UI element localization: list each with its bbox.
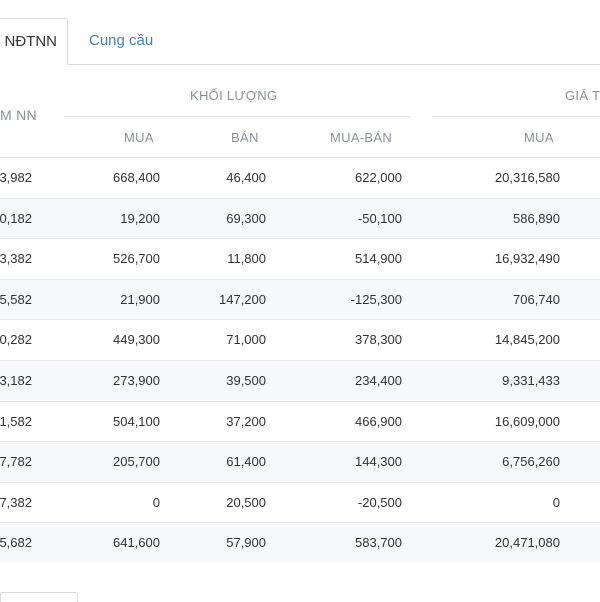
table-row[interactable]: 5,582 21,900 147,200 -125,300 706,740 xyxy=(0,278,600,319)
cell-total: 0,282 xyxy=(0,332,32,348)
table-row[interactable]: 7,782 205,700 61,400 144,300 6,756,260 xyxy=(0,441,600,482)
header-sell: BÁN xyxy=(231,130,259,145)
cell-total: 3,382 xyxy=(0,251,32,267)
table-row[interactable]: 3,382 526,700 11,800 514,900 16,932,490 xyxy=(0,238,600,278)
cell-buy-value: 16,932,490 xyxy=(494,251,560,267)
cell-buy-value: 14,845,200 xyxy=(494,332,560,348)
cell-sell-volume: 39,500 xyxy=(226,373,266,388)
cell-sell-volume: 11,800 xyxy=(227,251,266,267)
cell-buy-value: 0 xyxy=(552,494,560,510)
cell-net-volume: 466,900 xyxy=(355,413,402,429)
cell-sell-volume: 37,200 xyxy=(226,413,266,429)
cell-buy-volume: 449,300 xyxy=(113,332,160,348)
tab-supply-demand[interactable]: Cung cầu xyxy=(89,32,154,49)
cell-total: 1,582 xyxy=(0,413,32,429)
cell-sell-volume: 147,200 xyxy=(219,291,266,307)
cell-total: 7,782 xyxy=(0,454,32,470)
cell-buy-value: 6,756,260 xyxy=(502,454,560,470)
header-group-volume: KHỐI LƯỢNG xyxy=(190,88,278,103)
header-value-buy: MUA xyxy=(524,130,554,145)
cell-total: 5,582 xyxy=(0,291,32,307)
table-row[interactable]: 1,582 504,100 37,200 466,900 16,609,000 xyxy=(0,400,600,441)
cell-buy-value: 20,471,080 xyxy=(494,535,560,551)
pagination-stub xyxy=(0,592,78,602)
cell-buy-volume: 526,700 xyxy=(113,251,160,267)
cell-buy-volume: 21,900 xyxy=(120,291,160,307)
header-value-divider xyxy=(432,116,600,117)
table-row[interactable]: 0,282 449,300 71,000 378,300 14,845,200 xyxy=(0,319,600,359)
cell-total: 0,182 xyxy=(0,210,32,226)
cell-net-volume: -20,500 xyxy=(357,494,402,510)
cell-sell-volume: 69,300 xyxy=(226,210,266,226)
cell-buy-volume: 205,700 xyxy=(113,454,160,470)
table-row[interactable]: 0,182 19,200 69,300 -50,100 586,890 xyxy=(0,197,600,238)
cell-net-volume: 622,000 xyxy=(355,170,402,185)
header-net: MUA-BÁN xyxy=(330,130,393,145)
cell-net-volume: -50,100 xyxy=(357,210,402,226)
cell-sell-volume: 57,900 xyxy=(226,535,266,551)
header-group-value: GIÁ T xyxy=(565,88,600,103)
cell-buy-volume: 504,100 xyxy=(113,413,160,429)
cell-net-volume: 514,900 xyxy=(355,251,402,267)
cell-total: 3,182 xyxy=(0,373,32,388)
header-first-col: M NN xyxy=(0,107,37,123)
tab-bar: NĐTNN Cung cầu xyxy=(0,0,600,65)
header-buy: MUA xyxy=(124,130,154,145)
cell-total: 3,982 xyxy=(0,170,32,185)
cell-buy-value: 16,609,000 xyxy=(494,413,560,429)
header-volume-divider xyxy=(64,116,410,117)
cell-net-volume: 583,700 xyxy=(355,535,402,551)
cell-buy-value: 9,331,433 xyxy=(502,373,560,388)
cell-total: 5,682 xyxy=(0,535,32,551)
cell-sell-volume: 46,400 xyxy=(226,170,266,185)
tab-foreign-investors[interactable]: NĐTNN xyxy=(0,18,68,65)
cell-total: 7,382 xyxy=(0,494,32,510)
cell-sell-volume: 71,000 xyxy=(226,332,266,348)
cell-net-volume: -125,300 xyxy=(350,291,402,307)
cell-buy-value: 706,740 xyxy=(513,291,560,307)
cell-sell-volume: 61,400 xyxy=(226,454,266,470)
table-row[interactable]: 5,682 641,600 57,900 583,700 20,471,080 xyxy=(0,522,600,563)
cell-net-volume: 378,300 xyxy=(355,332,402,348)
tab-bar-divider xyxy=(0,64,600,65)
cell-buy-volume: 641,600 xyxy=(113,535,160,551)
cell-buy-value: 20,316,580 xyxy=(494,170,560,185)
cell-net-volume: 234,400 xyxy=(355,373,402,388)
cell-buy-value: 586,890 xyxy=(513,210,560,226)
table-row[interactable]: 3,182 273,900 39,500 234,400 9,331,433 xyxy=(0,360,600,400)
cell-buy-volume: 273,900 xyxy=(113,373,160,388)
table-row[interactable]: 3,982 668,400 46,400 622,000 20,316,580 xyxy=(0,157,600,197)
cell-buy-volume: 668,400 xyxy=(113,170,160,185)
table-row[interactable]: 7,382 0 20,500 -20,500 0 xyxy=(0,481,600,522)
cell-sell-volume: 20,500 xyxy=(226,494,266,510)
cell-buy-volume: 19,200 xyxy=(120,210,160,226)
cell-buy-volume: 0 xyxy=(152,494,160,510)
cell-net-volume: 144,300 xyxy=(355,454,402,470)
